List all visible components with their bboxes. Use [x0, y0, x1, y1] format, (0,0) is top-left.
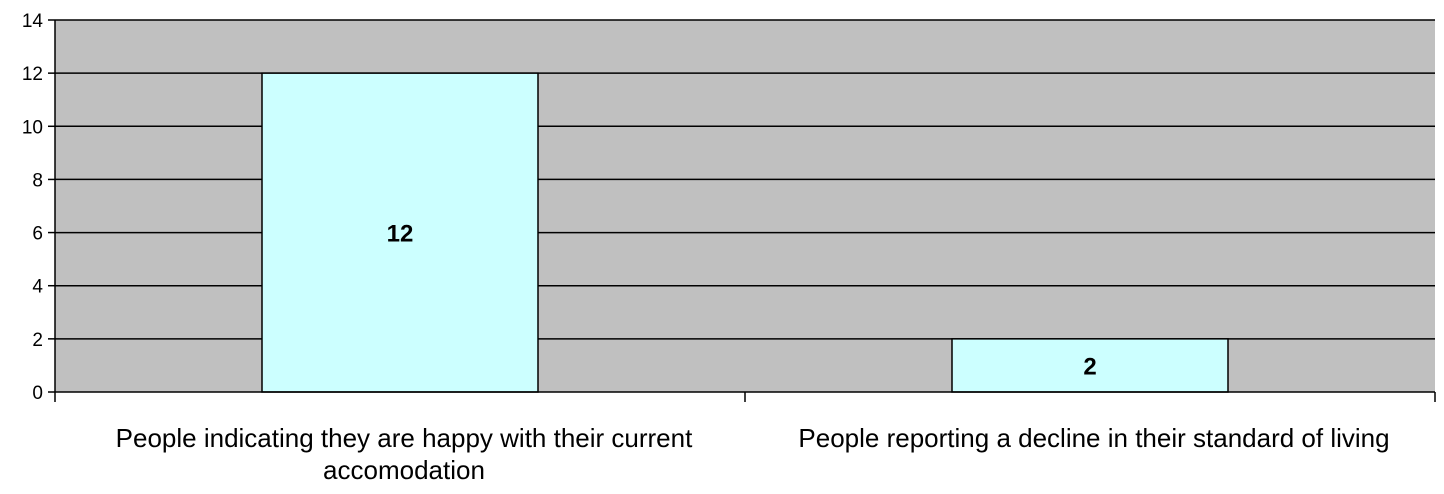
x-category-label: People reporting a decline in their stan…	[798, 423, 1390, 453]
y-tick-label: 2	[32, 330, 43, 351]
y-tick-label: 6	[32, 224, 43, 245]
y-tick-label: 12	[22, 64, 43, 85]
y-tick-label: 8	[32, 170, 43, 191]
x-category-label: People indicating they are happy with th…	[115, 423, 693, 485]
y-tick-label: 4	[32, 277, 43, 298]
y-tick-label: 10	[22, 117, 43, 138]
y-axis: 0 2 4 6 8 10 12 14	[22, 11, 56, 404]
bar-data-label: 12	[387, 221, 414, 248]
bar	[261, 72, 539, 393]
bar-chart: 12 2 0 2 4 6 8 10 12 14	[22, 11, 1436, 404]
x-axis	[54, 391, 1436, 402]
bar-data-label: 2	[1083, 353, 1096, 380]
y-tick-label: 0	[32, 383, 43, 404]
bars: 12 2	[261, 72, 1229, 393]
y-tick-label: 14	[22, 11, 44, 32]
